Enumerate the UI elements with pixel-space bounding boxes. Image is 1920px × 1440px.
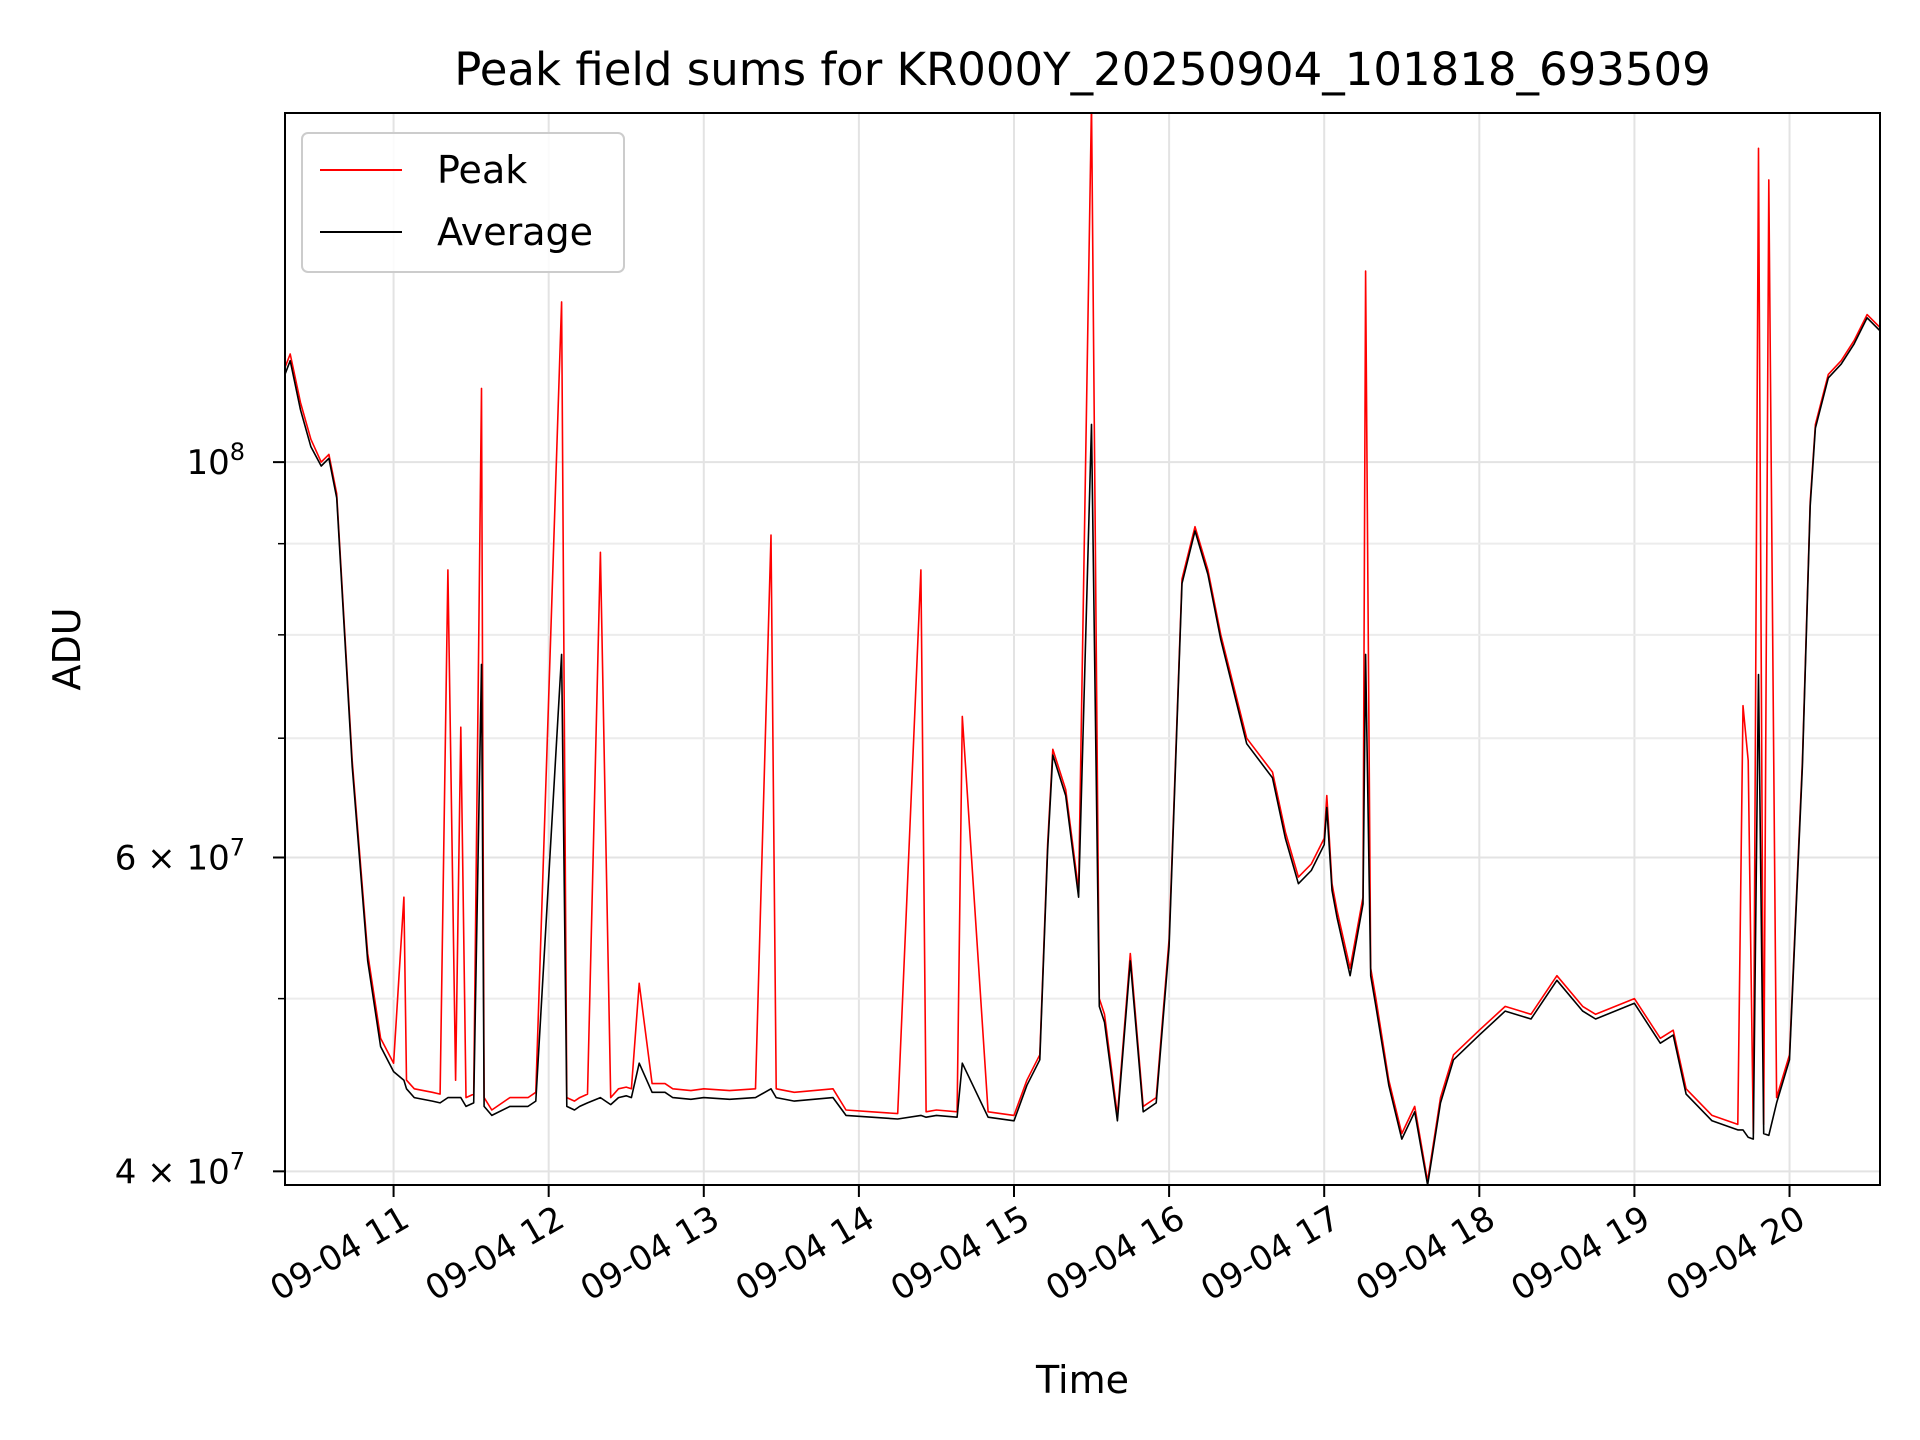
x-axis-title: Time [1035,1358,1129,1402]
legend-label-peak: Peak [437,148,527,192]
y-tick-base: 10 [186,443,229,483]
plot-area-frame [284,112,1881,1186]
series-line-average [285,316,1880,1185]
legend-box [301,132,625,273]
series-line-peak [285,113,1880,1182]
y-tick-exponent: 8 [230,438,245,466]
legend: Peak Average [301,132,625,273]
y-tick-exponent: 7 [230,834,245,862]
legend-label-average: Average [437,210,593,254]
y-tick-label: 6 × 107 [115,834,245,879]
y-tick-base: 4 × 10 [115,1152,230,1192]
y-axis-title: ADU [45,607,89,690]
y-tick-exponent: 7 [230,1147,245,1175]
y-tick-label: 4 × 107 [115,1147,245,1192]
y-tick-label: 108 [186,438,245,483]
chart-title: Peak field sums for KR000Y_20250904_1018… [454,43,1711,96]
series-lines [285,113,1880,1185]
y-tick-base: 6 × 10 [115,839,230,879]
